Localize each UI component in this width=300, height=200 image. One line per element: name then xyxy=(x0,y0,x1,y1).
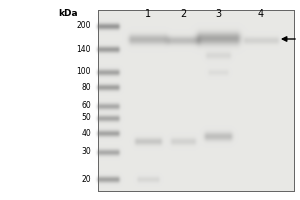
Text: 200: 200 xyxy=(76,21,91,30)
Text: 20: 20 xyxy=(81,174,91,184)
Text: 40: 40 xyxy=(81,129,91,138)
Text: 1: 1 xyxy=(145,9,151,19)
Text: 30: 30 xyxy=(81,148,91,156)
Text: 140: 140 xyxy=(76,45,91,53)
Text: 2: 2 xyxy=(180,9,186,19)
Text: 3: 3 xyxy=(215,9,221,19)
Text: 50: 50 xyxy=(81,114,91,122)
Text: 100: 100 xyxy=(76,68,91,76)
Text: 4: 4 xyxy=(258,9,264,19)
Text: kDa: kDa xyxy=(58,9,78,19)
Text: 60: 60 xyxy=(81,102,91,110)
Text: 80: 80 xyxy=(81,82,91,92)
